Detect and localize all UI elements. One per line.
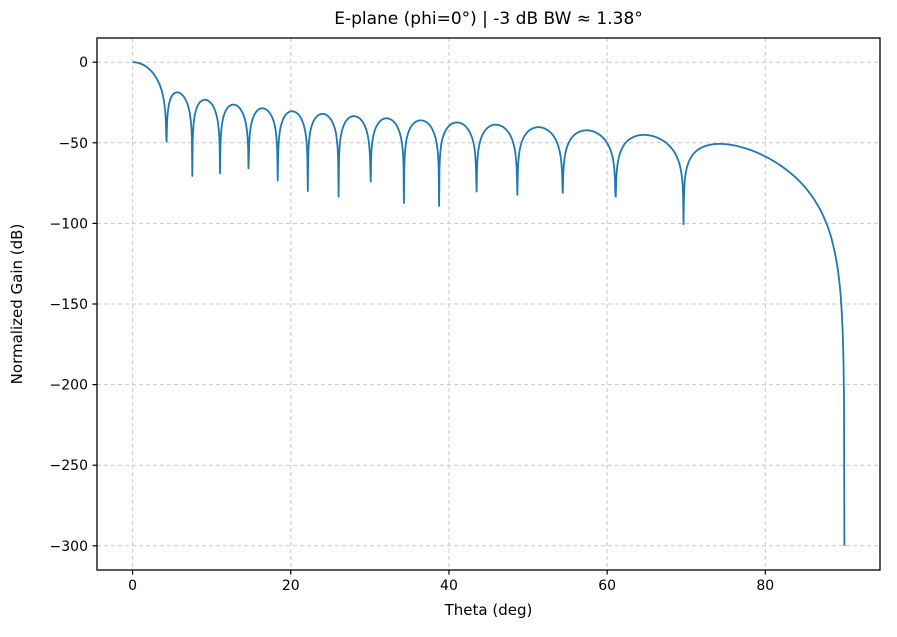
chart-title: E-plane (phi=0°) | -3 dB BW ≈ 1.38° xyxy=(334,9,643,29)
gain-curve xyxy=(132,61,846,546)
x-tick-label: 60 xyxy=(598,578,616,594)
y-tick-label: −150 xyxy=(50,297,88,313)
x-tick-label: 80 xyxy=(756,578,774,594)
x-tick-label: 40 xyxy=(440,578,458,594)
y-tick-label: 0 xyxy=(79,55,88,71)
y-tick-label: −50 xyxy=(58,136,88,152)
y-tick-label: −200 xyxy=(50,378,88,394)
y-tick-label: −300 xyxy=(50,539,88,555)
y-axis-label: Normalized Gain (dB) xyxy=(8,223,26,385)
x-tick-label: 20 xyxy=(282,578,300,594)
y-tick-label: −100 xyxy=(50,216,88,232)
x-tick-label: 0 xyxy=(128,578,137,594)
x-axis-label: Theta (deg) xyxy=(444,601,533,619)
y-tick-label: −250 xyxy=(50,458,88,474)
